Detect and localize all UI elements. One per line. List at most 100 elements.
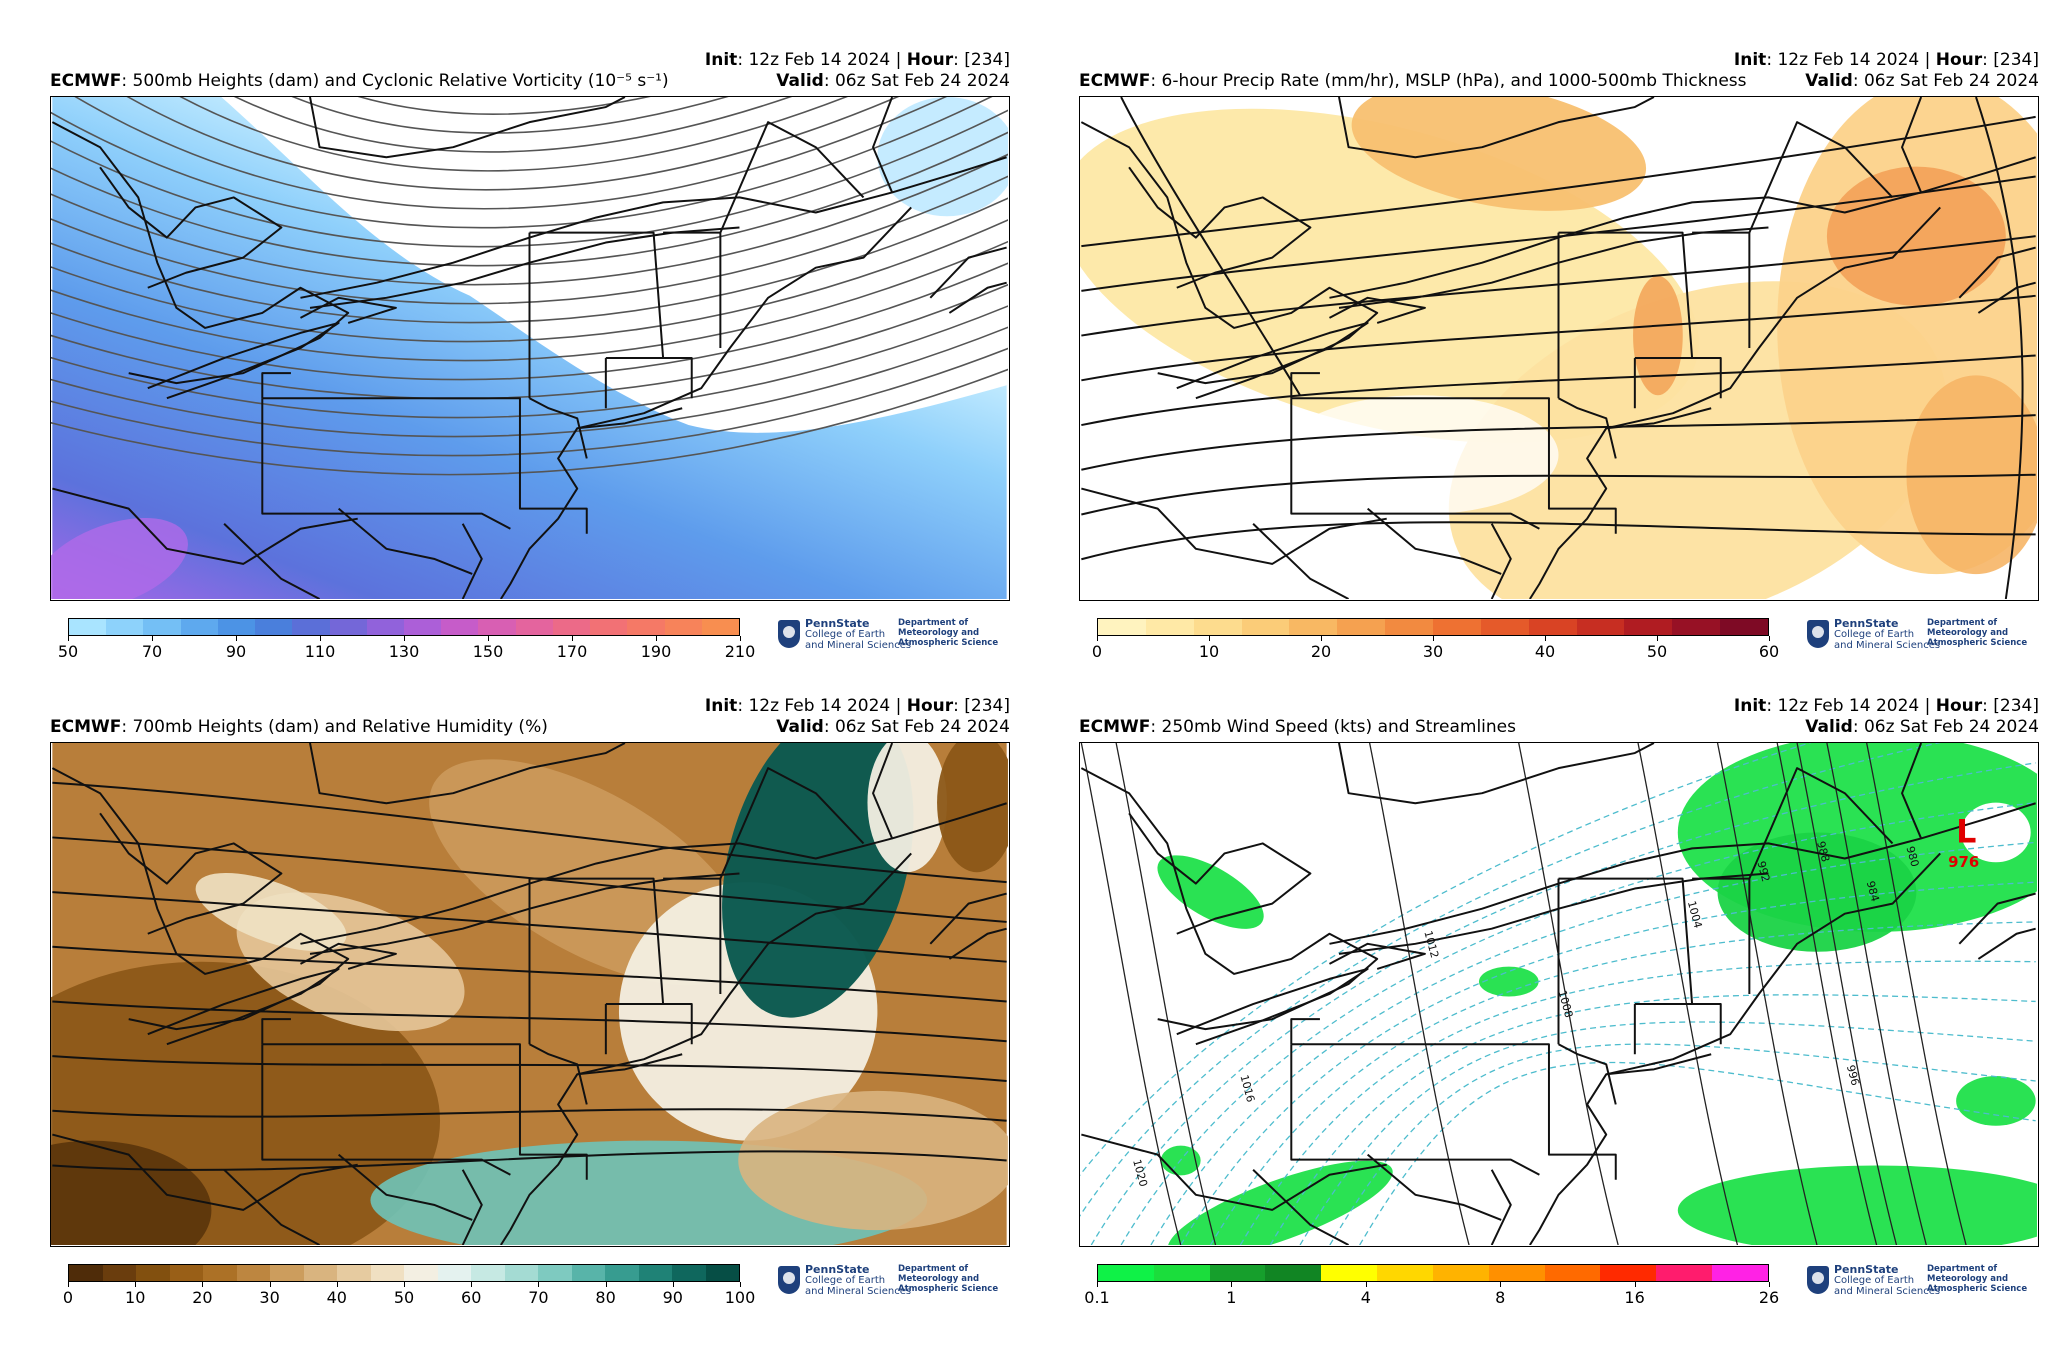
colorbar-tick-label: 0.1 [1084, 1288, 1110, 1307]
boundary-line [577, 1053, 683, 1076]
colorbar [1097, 1264, 1769, 1282]
panel-precip-mslp: Init: 12z Feb 14 2024 | Hour: [234] ECMW… [1079, 50, 2070, 690]
colorbar-swatch [1433, 619, 1481, 635]
colorbar-tick-label: 190 [640, 642, 672, 661]
colorbar-swatch [303, 1265, 337, 1281]
colorbar-tick-mark [135, 1282, 137, 1287]
colorbar-swatch [1193, 619, 1242, 635]
isobar-label: 992 [1754, 860, 1772, 884]
isobar-label: 988 [1814, 840, 1832, 864]
colorbar-tick-label: 50 [57, 642, 79, 661]
colorbar-swatch [552, 619, 591, 635]
boundary-line [1490, 523, 1512, 599]
height-contour [52, 781, 1007, 884]
colorbar-swatch [236, 1265, 270, 1281]
colorbar-swatch [1385, 619, 1434, 635]
department-name: Department of Meteorology and Atmospheri… [1927, 618, 2027, 648]
boundary-line [663, 231, 722, 348]
colorbar-tick-mark [404, 636, 405, 641]
isobar-line [1081, 294, 2036, 382]
boundary-line [300, 156, 1007, 299]
precip-blob [1826, 166, 2006, 306]
isobar-line [1081, 115, 2036, 248]
colorbar-tick-mark [1209, 636, 1210, 641]
colorbar-tick-label: 40 [326, 1288, 347, 1307]
colorbar-tick-label: 40 [1534, 642, 1556, 661]
logo-name: PennState [1834, 617, 1899, 630]
boundary-line [300, 802, 1007, 945]
precip-blob [1351, 97, 1647, 211]
boundary-line [1329, 296, 1426, 324]
colorbar-swatch [69, 619, 107, 635]
height-streamline [51, 175, 1008, 305]
dept-line-2: Meteorology and [1927, 628, 2009, 638]
dept-line-3: Atmospheric Science [1927, 638, 2028, 648]
colorbar-swatch [1528, 619, 1577, 635]
valid-value: : 06z Sat Feb 24 2024 [823, 71, 1010, 91]
boundary-line [500, 206, 912, 599]
boundary-line [461, 523, 483, 599]
rh-blob [195, 872, 347, 952]
isobar-label: 980 [1904, 845, 1922, 869]
boundary-line [1291, 397, 1617, 534]
valid-label: Valid [1805, 717, 1853, 737]
colorbar-tick-label: 4 [1360, 1288, 1371, 1307]
hour-label: Hour [906, 50, 954, 70]
valid-label: Valid [1805, 71, 1853, 91]
boundary-line [1252, 1169, 1350, 1245]
colorbar-swatch [672, 1265, 706, 1281]
college-name: PennState College of Earth and Mineral S… [1834, 618, 1940, 651]
colorbar-tick-label: 50 [393, 1288, 415, 1307]
streamline [1080, 743, 1812, 1177]
nittany-lion-shield-icon [1807, 620, 1829, 648]
college-line-2: and Mineral Sciences [1834, 1286, 1941, 1297]
colorbar-tick-label: 30 [259, 1288, 280, 1307]
isobar-line [1081, 473, 2036, 516]
panel-250mb-wind: Init: 12z Feb 14 2024 | Hour: [234] ECMW… [1079, 696, 2070, 1336]
boundary-line [500, 852, 912, 1245]
boundary-line [1176, 967, 1369, 1046]
boundary-line [1606, 407, 1712, 430]
boundary-line [605, 1003, 693, 1045]
boundary-line [1901, 743, 1923, 839]
colorbar-tick-mark [404, 1282, 405, 1287]
title-text: : 250mb Wind Speed (kts) and Streamlines [1150, 717, 1516, 737]
map-canvas [51, 743, 1008, 1245]
streamline [1269, 994, 2036, 1245]
colorbar-swatch [329, 619, 367, 635]
boundary-line [1692, 231, 1751, 348]
panel-title: ECMWF: 250mb Wind Speed (kts) and Stream… [1079, 717, 1516, 737]
boundary-line [948, 281, 1007, 314]
init-label: Init [704, 50, 738, 70]
colorbar-tick-label: 20 [1310, 642, 1332, 661]
college-name: PennState College of Earth and Mineral S… [1834, 1264, 1940, 1297]
boundary-line [1291, 1043, 1617, 1180]
init-value: : 12z Feb 14 2024 | [1766, 50, 1936, 70]
boundary-line [51, 767, 350, 1031]
streamline [1239, 960, 2036, 1245]
boundary-line [1290, 372, 1320, 399]
boundary-line [1558, 877, 1694, 1005]
low-pressure-marker: L [1956, 813, 1976, 850]
colorbar-swatch [1145, 619, 1194, 635]
colorbar-swatch [180, 619, 218, 635]
jet-blob [1478, 966, 1539, 997]
panel-title: ECMWF: 6-hour Precip Rate (mm/hr), MSLP … [1079, 71, 1747, 91]
colorbar-tick-mark [1769, 1282, 1770, 1287]
boundary-line [261, 1044, 511, 1176]
streamline [1210, 921, 2036, 1245]
boundary-line [261, 372, 291, 399]
college-line-1: College of Earth [805, 1275, 886, 1286]
height-streamline [51, 153, 1008, 286]
jet-blob [1167, 1160, 1393, 1245]
valid-value: : 06z Sat Feb 24 2024 [1852, 71, 2039, 91]
pennstate-logo: PennState College of Earth and Mineral S… [778, 1264, 1018, 1304]
isobar-line [1081, 235, 2036, 337]
jet-blob [1717, 832, 1917, 952]
isobar-line [1120, 97, 1301, 396]
rh-blob [722, 743, 914, 1018]
boundary-line [1080, 767, 1379, 1031]
model-name: ECMWF [50, 717, 122, 737]
dept-line-2: Meteorology and [898, 1274, 980, 1284]
boundary-line [719, 767, 865, 879]
